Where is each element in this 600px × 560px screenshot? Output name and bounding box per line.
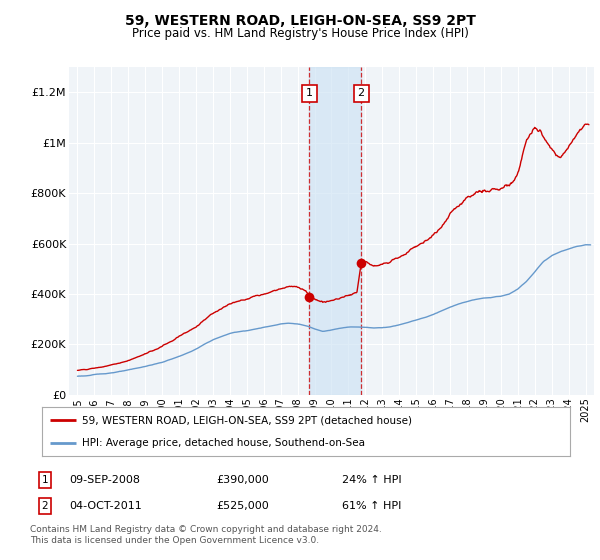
HPI: Average price, detached house, Southend-on-Sea: (2.01e+03, 2.66e+05): Average price, detached house, Southend-… [376, 324, 383, 331]
Text: 1: 1 [306, 88, 313, 99]
Text: 2: 2 [41, 501, 49, 511]
Text: 59, WESTERN ROAD, LEIGH-ON-SEA, SS9 2PT (detached house): 59, WESTERN ROAD, LEIGH-ON-SEA, SS9 2PT … [82, 416, 412, 426]
Text: £390,000: £390,000 [216, 475, 269, 485]
Text: HPI: Average price, detached house, Southend-on-Sea: HPI: Average price, detached house, Sout… [82, 438, 365, 448]
59, WESTERN ROAD, LEIGH-ON-SEA, SS9 2PT (detached house) [218, 305, 225, 312]
HPI: Average price, detached house, Southend-on-Sea: (2e+03, 7.37e+04): Average price, detached house, Southend-… [74, 373, 81, 380]
59, WESTERN ROAD, LEIGH-ON-SEA, SS9 2PT (detached house) [74, 367, 81, 374]
59, WESTERN ROAD, LEIGH-ON-SEA, SS9 2PT (detached house) [584, 121, 591, 128]
Text: Contains HM Land Registry data © Crown copyright and database right 2024.
This d: Contains HM Land Registry data © Crown c… [30, 525, 382, 545]
HPI: Average price, detached house, Southend-on-Sea: (2.01e+03, 2.69e+05): Average price, detached house, Southend-… [306, 324, 313, 330]
59, WESTERN ROAD, LEIGH-ON-SEA, SS9 2PT (detached house) [410, 244, 417, 251]
Text: £525,000: £525,000 [216, 501, 269, 511]
Line: HPI: Average price, detached house, Southend-on-Sea: HPI: Average price, detached house, Sout… [77, 245, 590, 376]
59, WESTERN ROAD, LEIGH-ON-SEA, SS9 2PT (detached house) [535, 128, 542, 135]
Text: 09-SEP-2008: 09-SEP-2008 [69, 475, 140, 485]
Text: 61% ↑ HPI: 61% ↑ HPI [342, 501, 401, 511]
HPI: Average price, detached house, Southend-on-Sea: (2e+03, 2.11e+05): Average price, detached house, Southend-… [206, 338, 213, 345]
HPI: Average price, detached house, Southend-on-Sea: (2.03e+03, 5.95e+05): Average price, detached house, Southend-… [584, 241, 591, 248]
Text: 24% ↑ HPI: 24% ↑ HPI [342, 475, 401, 485]
HPI: Average price, detached house, Southend-on-Sea: (2.02e+03, 3.02e+05): Average price, detached house, Southend-… [416, 315, 424, 322]
HPI: Average price, detached house, Southend-on-Sea: (2.02e+03, 3.67e+05): Average price, detached house, Southend-… [460, 299, 467, 306]
59, WESTERN ROAD, LEIGH-ON-SEA, SS9 2PT (detached house) [586, 122, 593, 128]
59, WESTERN ROAD, LEIGH-ON-SEA, SS9 2PT (detached house) [472, 189, 479, 196]
Bar [310, 67, 361, 395]
Text: Price paid vs. HM Land Registry's House Price Index (HPI): Price paid vs. HM Land Registry's House … [131, 27, 469, 40]
HPI: Average price, detached house, Southend-on-Sea: (2.03e+03, 5.95e+05): Average price, detached house, Southend-… [587, 241, 594, 248]
HPI: Average price, detached house, Southend-on-Sea: (2e+03, 1.38e+05): Average price, detached house, Southend-… [164, 357, 172, 363]
Line: 59, WESTERN ROAD, LEIGH-ON-SEA, SS9 2PT (detached house): 59, WESTERN ROAD, LEIGH-ON-SEA, SS9 2PT … [77, 124, 589, 370]
Text: 59, WESTERN ROAD, LEIGH-ON-SEA, SS9 2PT: 59, WESTERN ROAD, LEIGH-ON-SEA, SS9 2PT [125, 14, 475, 28]
Text: 2: 2 [358, 88, 365, 99]
59, WESTERN ROAD, LEIGH-ON-SEA, SS9 2PT (detached house) [236, 298, 243, 305]
Text: 1: 1 [41, 475, 49, 485]
Text: 04-OCT-2011: 04-OCT-2011 [69, 501, 142, 511]
59, WESTERN ROAD, LEIGH-ON-SEA, SS9 2PT (detached house) [199, 318, 206, 325]
